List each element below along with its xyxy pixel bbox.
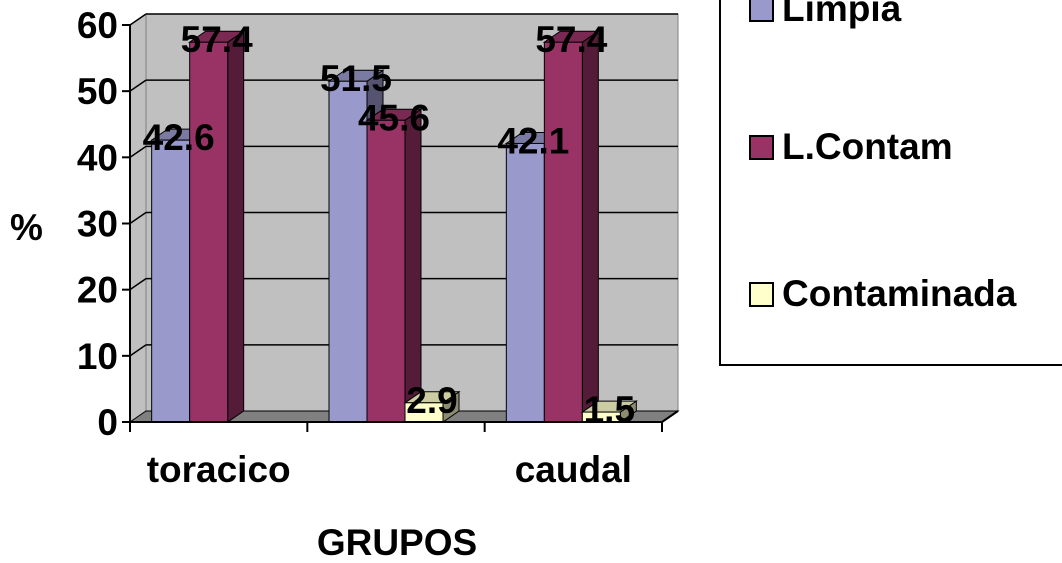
y-tick-label: 20 bbox=[77, 270, 118, 311]
data-label: 2.9 bbox=[406, 380, 457, 421]
legend-label: Contaminada bbox=[782, 273, 1017, 314]
bar-l-contam-caudal bbox=[542, 30, 600, 423]
data-labels: 42.6 57.4 51.545.6 2.9 42.1 57.4 1.5 bbox=[143, 19, 635, 430]
bar-contaminada-group2 bbox=[403, 390, 461, 423]
legend-label: L.Contam bbox=[782, 126, 953, 167]
y-tick-label: 50 bbox=[77, 71, 118, 112]
data-label: 45.6 bbox=[358, 97, 430, 138]
data-label: 42.1 bbox=[497, 120, 569, 161]
y-axis-title: % bbox=[10, 207, 43, 248]
legend-swatch bbox=[749, 0, 774, 22]
y-tick-labels: 0 10 20 30 40 50 60 bbox=[77, 5, 118, 443]
x-category-label: caudal bbox=[515, 449, 632, 490]
bar-l-contam-group2 bbox=[365, 108, 423, 423]
legend: Limpia L.Contam Contaminada bbox=[719, 0, 1062, 366]
data-label: 57.4 bbox=[181, 19, 253, 60]
y-tick-label: 40 bbox=[77, 137, 118, 178]
data-label: 51.5 bbox=[320, 58, 392, 99]
data-label: 1.5 bbox=[584, 389, 635, 430]
legend-item-limpia: Limpia bbox=[749, 0, 901, 29]
axes bbox=[122, 24, 679, 432]
y-tick-label: 0 bbox=[97, 402, 118, 443]
data-label: 42.6 bbox=[143, 117, 215, 158]
legend-item-l-contam: L.Contam bbox=[749, 126, 953, 167]
y-tick-label: 60 bbox=[77, 5, 118, 46]
legend-label: Limpia bbox=[782, 0, 902, 29]
legend-swatch bbox=[749, 281, 774, 307]
legend-item-contaminada: Contaminada bbox=[749, 273, 1017, 314]
y-tick-label: 30 bbox=[77, 204, 118, 245]
bar-l-contam-toracico bbox=[188, 30, 246, 423]
x-category-labels: toracico caudal bbox=[147, 449, 632, 490]
x-axis-title: GRUPOS bbox=[317, 522, 477, 563]
data-label: 57.4 bbox=[535, 19, 607, 60]
legend-swatch bbox=[749, 134, 774, 160]
bars bbox=[150, 30, 638, 423]
x-category-label: toracico bbox=[147, 449, 291, 490]
y-tick-label: 10 bbox=[77, 336, 118, 377]
